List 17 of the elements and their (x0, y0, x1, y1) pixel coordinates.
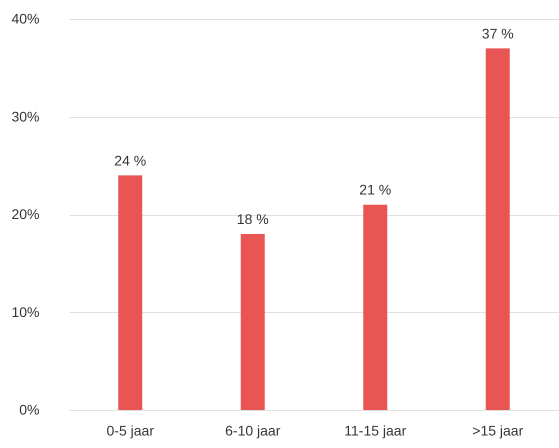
data-label: 24 % (114, 152, 146, 168)
y-tick-label: 0% (19, 402, 40, 418)
x-tick-label: 11-15 jaar (344, 422, 407, 438)
bar (240, 234, 265, 410)
data-label: 21 % (359, 182, 392, 198)
data-label: 18 % (236, 211, 269, 228)
bar (118, 175, 142, 410)
x-tick-label: 6-10 jaar (225, 422, 281, 438)
y-tick-label: 40% (11, 10, 40, 26)
bar (363, 204, 388, 410)
y-tick-label: 30% (11, 108, 40, 124)
x-tick-label: 0-5 jaar (106, 422, 154, 438)
y-tick-label: 20% (11, 206, 40, 222)
data-label: 37 % (482, 25, 514, 42)
x-tick-label: >15 jaar (472, 422, 524, 438)
y-tick-label: 10% (11, 304, 40, 320)
bar (486, 48, 510, 410)
